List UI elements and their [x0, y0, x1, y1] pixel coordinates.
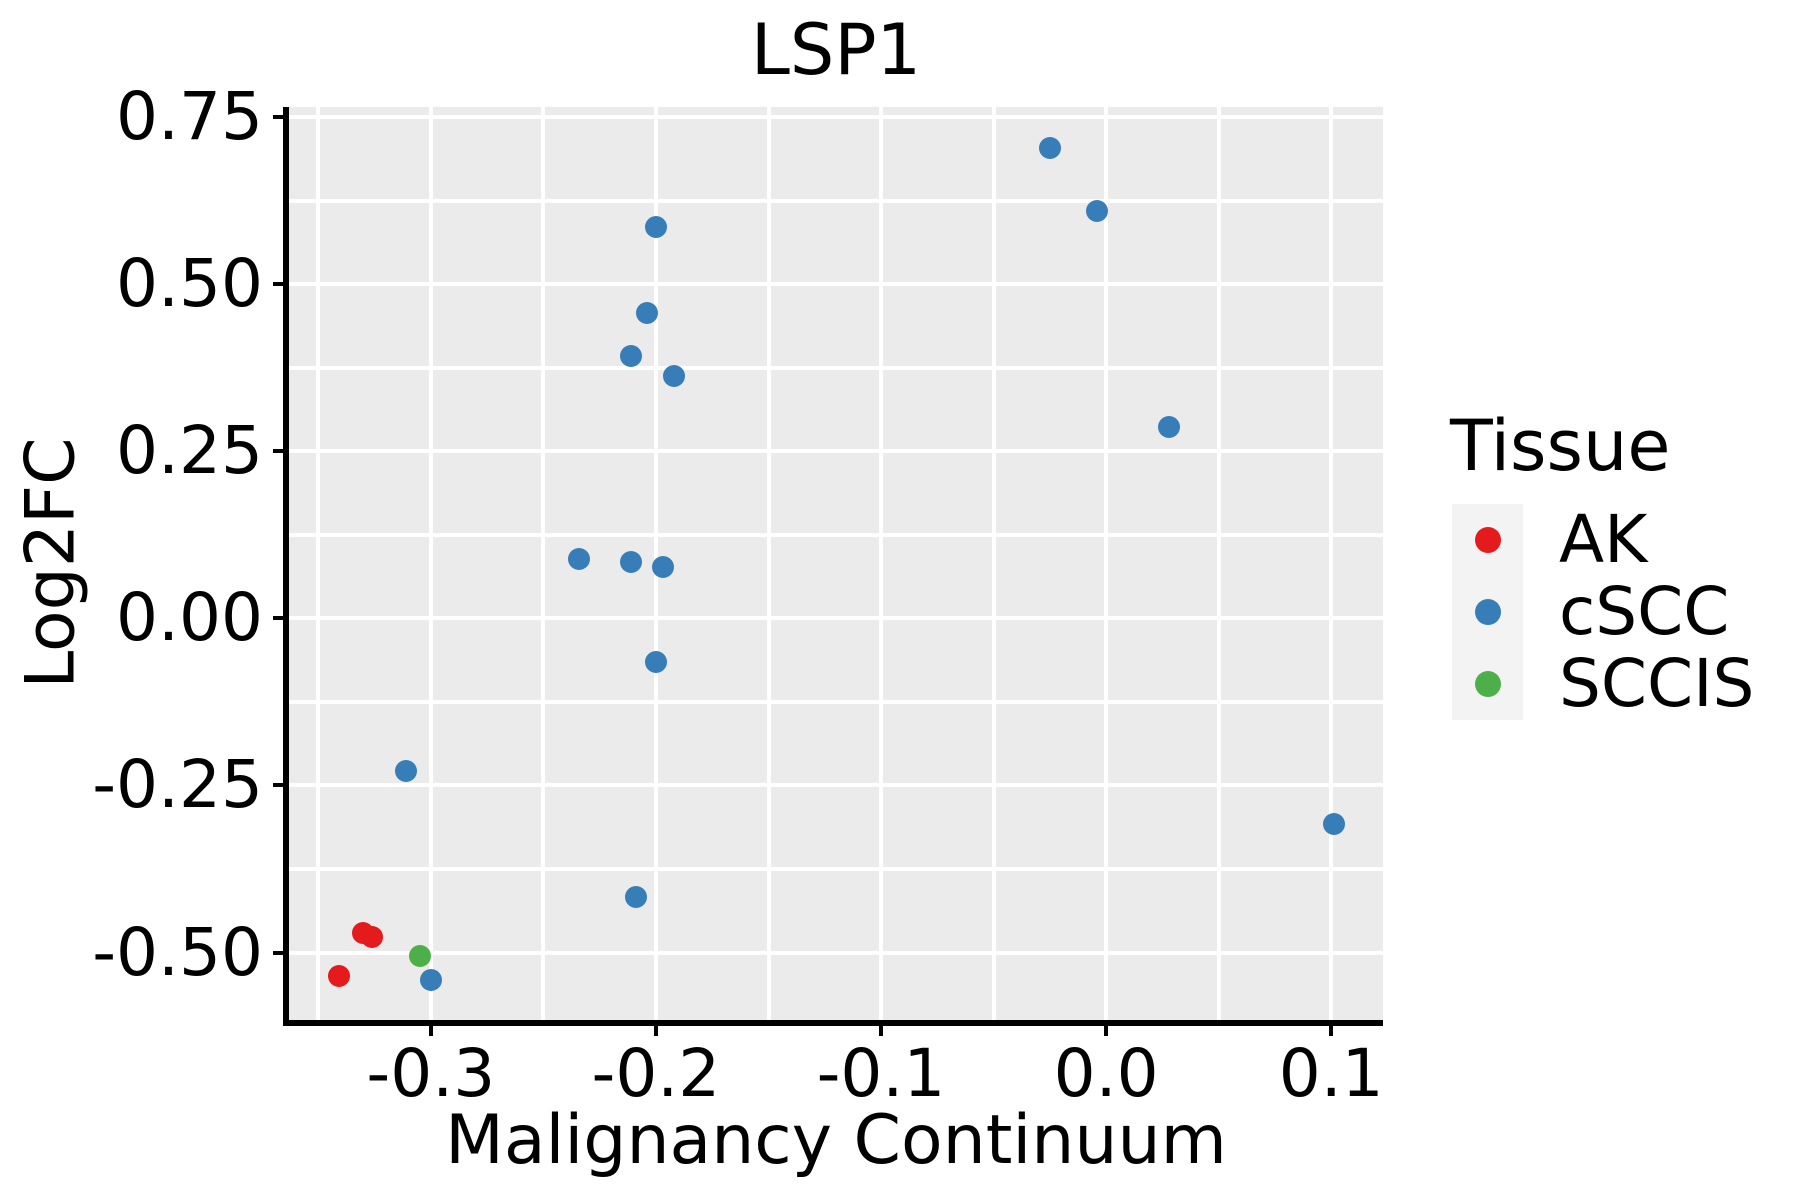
x-tick-mark	[428, 1026, 433, 1036]
y-gridline	[289, 699, 1383, 704]
legend-dot-icon	[1474, 671, 1501, 697]
y-tick-mark	[273, 950, 283, 955]
data-point	[620, 550, 643, 573]
data-point	[327, 964, 350, 987]
y-gridline	[289, 282, 1383, 287]
x-gridline	[1329, 107, 1334, 1020]
y-tick-mark	[273, 783, 283, 788]
x-tick-label: -0.1	[816, 1035, 946, 1112]
data-point	[1158, 415, 1181, 438]
x-axis-line	[283, 1020, 1383, 1026]
legend-entry-label: AK	[1559, 501, 1648, 578]
y-tick-mark	[273, 115, 283, 119]
y-tick-mark	[273, 616, 283, 621]
legend-dot-icon	[1474, 527, 1501, 553]
data-point	[1086, 199, 1109, 222]
x-gridline	[316, 107, 321, 1020]
chart-title: LSP1	[750, 9, 922, 91]
y-gridline	[289, 198, 1383, 203]
legend-entry: cSCC	[1452, 576, 1754, 648]
y-tick-mark	[273, 282, 283, 287]
x-tick-mark	[653, 1026, 658, 1036]
legend-key	[1452, 576, 1523, 648]
data-point	[651, 555, 674, 578]
y-gridline	[289, 783, 1383, 788]
data-point	[620, 344, 643, 367]
legend-key	[1452, 648, 1523, 720]
data-point	[361, 926, 384, 949]
x-tick-label: 0.0	[1053, 1035, 1159, 1112]
data-point	[1038, 137, 1061, 160]
x-gridline	[428, 107, 433, 1020]
y-gridline	[289, 616, 1383, 621]
data-point	[568, 547, 591, 570]
data-point	[635, 301, 658, 324]
data-point	[624, 886, 647, 908]
x-gridline	[541, 107, 546, 1020]
y-gridline	[289, 115, 1383, 119]
y-gridline	[289, 866, 1383, 871]
data-point	[395, 759, 418, 782]
y-tick-label: 0.50	[116, 245, 263, 323]
legend-entry: AK	[1452, 504, 1754, 576]
y-gridline	[289, 950, 1383, 955]
data-point	[644, 650, 667, 673]
legend-keys: AK cSCC SCCIS	[1452, 504, 1754, 720]
x-tick-mark	[1329, 1026, 1334, 1036]
y-tick-label: 0.75	[116, 78, 263, 155]
x-gridline	[766, 107, 771, 1020]
x-gridline	[1216, 107, 1221, 1020]
legend-entry-label: cSCC	[1559, 573, 1730, 650]
x-tick-mark	[1104, 1026, 1109, 1036]
x-tick-label: -0.3	[366, 1035, 496, 1112]
legend-entry: SCCIS	[1452, 648, 1754, 720]
x-gridline	[1104, 107, 1109, 1020]
plot-panel	[289, 107, 1383, 1020]
y-tick-label: 0.00	[116, 579, 263, 657]
x-gridline	[991, 107, 996, 1020]
x-tick-mark	[879, 1026, 883, 1036]
y-tick-label: -0.50	[92, 913, 263, 991]
data-point	[662, 365, 685, 388]
y-gridline	[289, 449, 1383, 454]
x-tick-label: 0.1	[1278, 1035, 1384, 1112]
data-point	[419, 968, 442, 991]
legend-entry-label: SCCIS	[1559, 645, 1755, 722]
y-axis-line	[283, 107, 289, 1026]
x-gridline	[879, 107, 883, 1020]
y-gridline	[289, 365, 1383, 370]
data-point	[408, 944, 431, 967]
y-tick-label: 0.25	[116, 412, 263, 490]
data-point	[1322, 813, 1345, 836]
legend-dot-icon	[1474, 599, 1501, 625]
x-tick-label: -0.2	[591, 1035, 721, 1112]
legend-title: Tissue	[1450, 405, 1671, 487]
y-tick-mark	[273, 449, 283, 454]
x-axis-title: Malignancy Continuum	[445, 1101, 1227, 1180]
data-point	[644, 216, 667, 239]
y-gridline	[289, 532, 1383, 537]
y-tick-label: -0.25	[92, 746, 263, 824]
legend-key	[1452, 504, 1523, 576]
